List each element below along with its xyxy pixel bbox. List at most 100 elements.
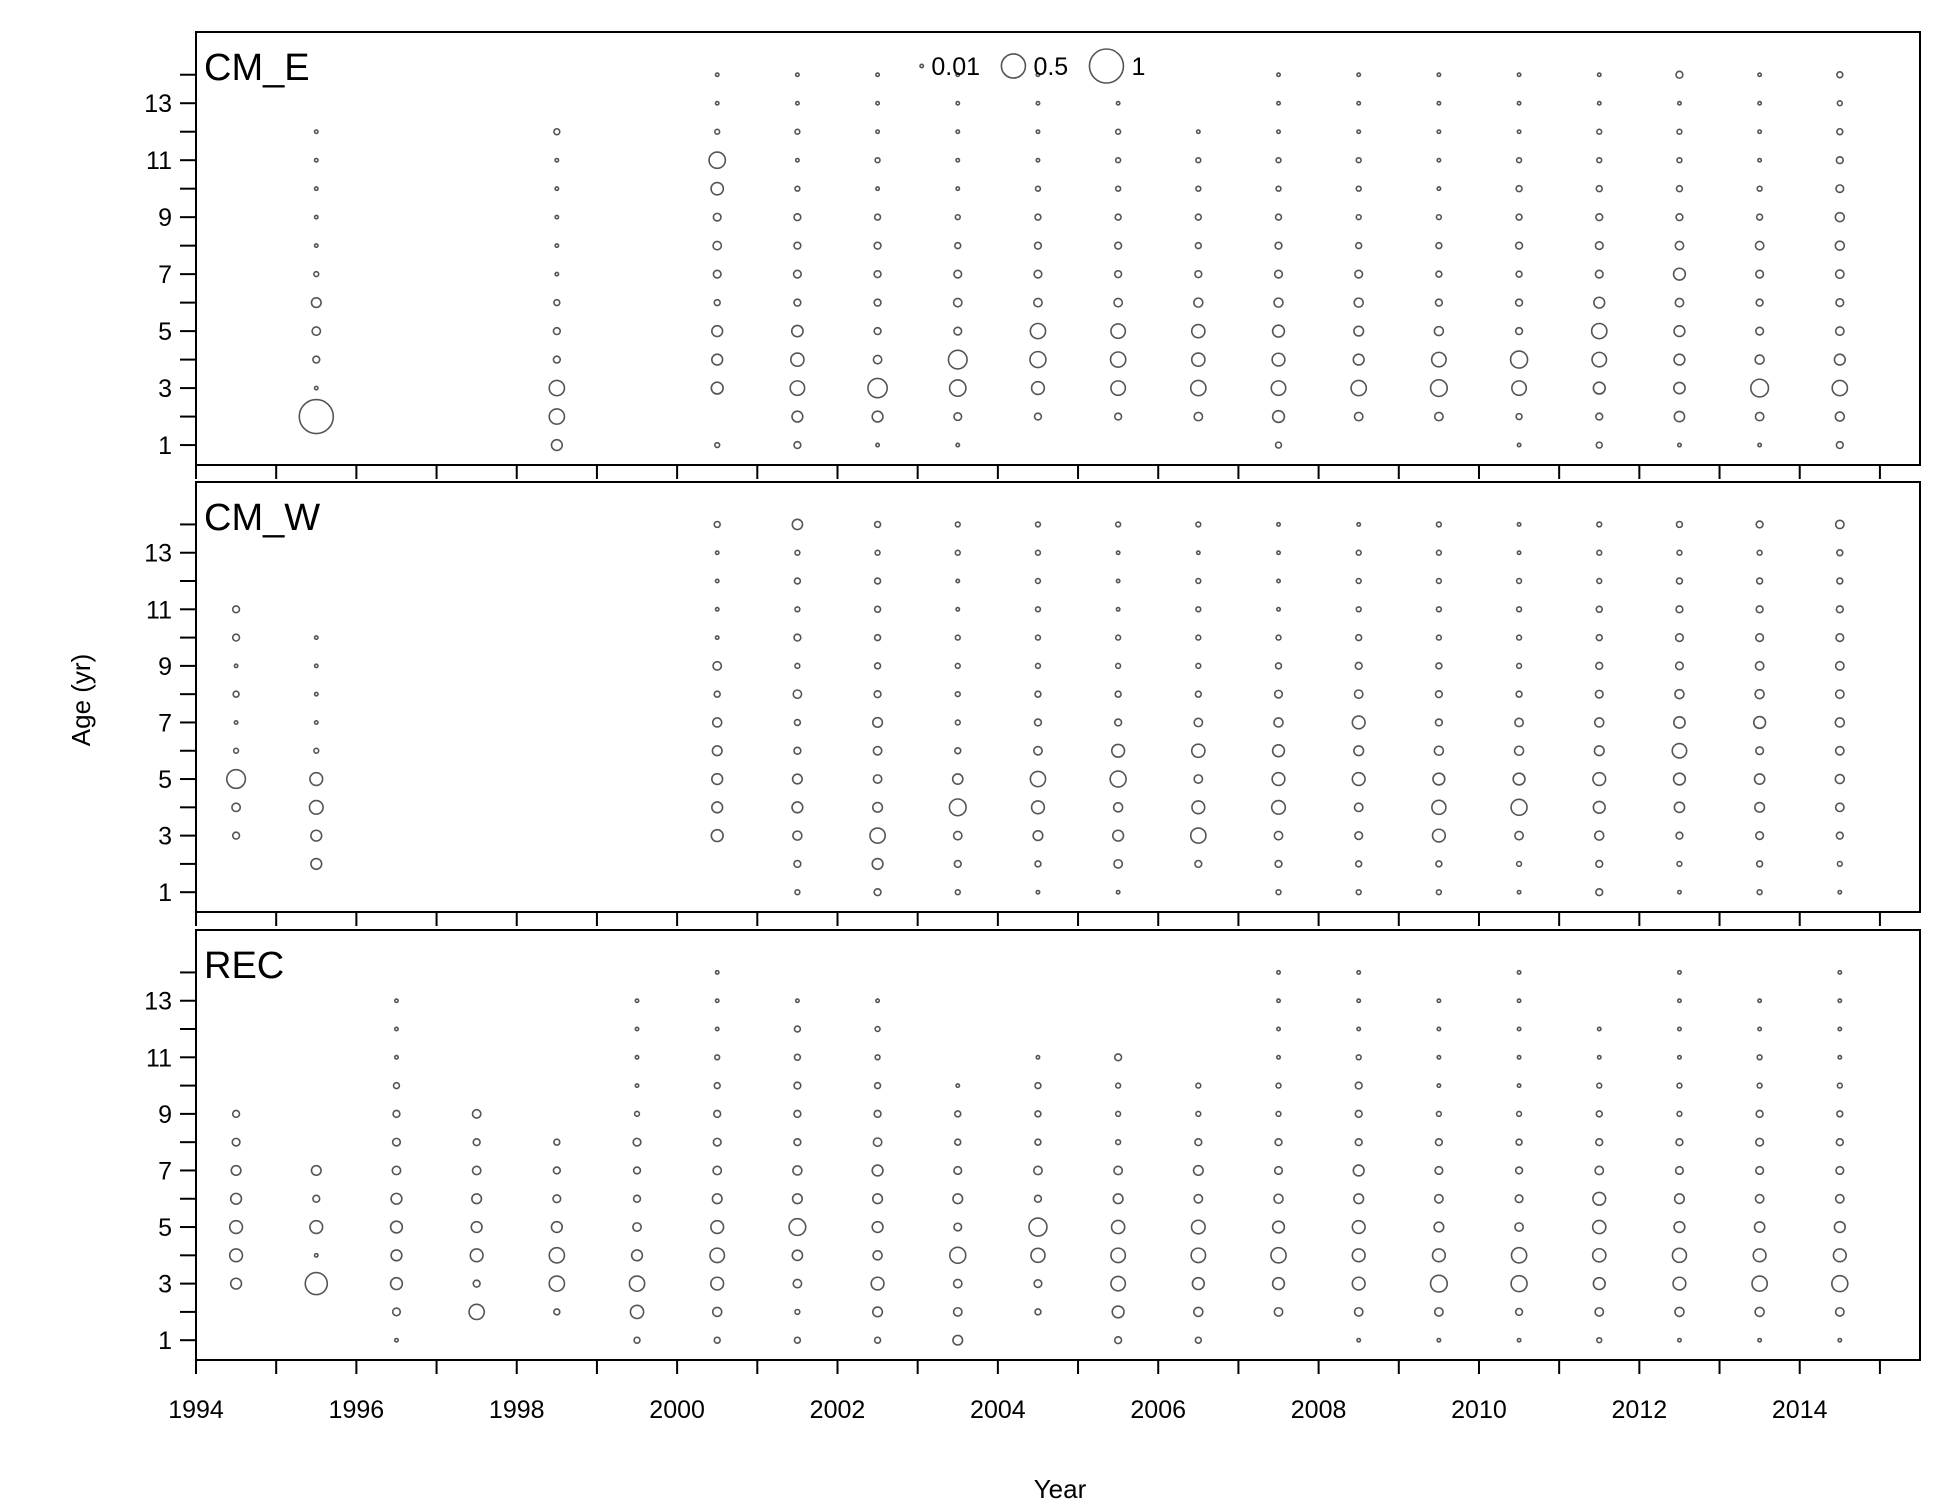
bubble	[712, 269, 722, 279]
bubble	[1114, 662, 1122, 670]
bubble	[1755, 298, 1764, 307]
bubble	[1270, 380, 1287, 397]
bubble	[1433, 325, 1445, 337]
bubble	[1673, 1193, 1686, 1205]
bubble	[1835, 605, 1845, 614]
bubble	[1434, 718, 1444, 727]
bubble	[393, 1026, 399, 1032]
bubble	[1035, 72, 1041, 78]
bubble	[1675, 1137, 1684, 1147]
bubble	[1035, 889, 1041, 895]
bubble	[1595, 605, 1604, 614]
bubble	[1595, 661, 1604, 671]
bubble	[1274, 662, 1283, 670]
x-tick-label: 1996	[329, 1396, 385, 1424]
bubble	[793, 859, 802, 869]
bubble	[1673, 1220, 1686, 1234]
bubble	[1353, 745, 1365, 757]
bubble	[1436, 129, 1442, 135]
bubble	[1592, 800, 1606, 815]
bubble	[633, 1110, 641, 1118]
bubble	[710, 1276, 725, 1291]
bubble	[1274, 213, 1283, 221]
bubble	[548, 379, 566, 397]
bubble	[390, 1192, 403, 1205]
bubble	[1754, 688, 1765, 700]
bubble	[1190, 1247, 1207, 1264]
bubble	[714, 128, 721, 135]
bubble	[1273, 830, 1284, 841]
bubble	[1436, 1054, 1442, 1060]
bubble	[1275, 1110, 1282, 1118]
bubble	[711, 801, 724, 814]
bubble	[1836, 1110, 1844, 1118]
bubble	[1836, 577, 1844, 585]
bubble	[1115, 550, 1121, 556]
bubble	[1836, 548, 1844, 557]
bubble	[1431, 799, 1447, 816]
bubble	[952, 830, 963, 841]
bubble	[1757, 100, 1763, 106]
bubble	[874, 1054, 881, 1061]
bubble	[1837, 889, 1843, 895]
bubble	[1115, 578, 1121, 584]
bubble	[714, 1054, 721, 1061]
bubble	[872, 774, 883, 785]
bubble	[1114, 521, 1122, 528]
bubble	[554, 271, 560, 277]
y-tick-label: 11	[146, 596, 172, 624]
bubble	[1194, 1137, 1203, 1147]
bubble	[313, 129, 319, 135]
bubble	[714, 969, 720, 975]
bubble	[1113, 1053, 1123, 1062]
bubble	[1676, 100, 1682, 106]
bubble	[1355, 1054, 1362, 1061]
bubble	[1516, 442, 1522, 448]
bubble	[1834, 269, 1845, 280]
bubble	[1516, 129, 1522, 135]
bubble	[1836, 127, 1844, 136]
bubble	[1837, 998, 1843, 1004]
x-tick-label: 2000	[649, 1396, 705, 1424]
panel-title: CM_W	[204, 497, 320, 539]
bubble	[1516, 998, 1522, 1004]
bubble	[312, 1194, 321, 1203]
bubble	[232, 747, 240, 754]
bubble	[1029, 322, 1047, 340]
bubble	[793, 298, 802, 307]
bubble	[389, 1276, 404, 1291]
bubble	[794, 549, 801, 556]
bubble	[873, 1336, 882, 1344]
bubble	[1352, 353, 1365, 366]
bubble	[471, 1165, 482, 1176]
bubble	[1355, 549, 1362, 556]
bubble	[710, 1219, 725, 1235]
bubble	[1596, 128, 1603, 135]
bubble	[1514, 1307, 1524, 1317]
bubble	[1595, 1137, 1604, 1147]
bubble	[1035, 1054, 1041, 1060]
bubble	[1676, 1026, 1682, 1032]
bubble	[1028, 1217, 1048, 1237]
x-tick-label: 2010	[1451, 1396, 1507, 1424]
bubble	[1034, 690, 1042, 698]
y-tick-label: 5	[158, 1214, 172, 1242]
bubble	[1756, 1054, 1763, 1061]
bubble	[389, 1220, 404, 1234]
bubble	[1516, 1083, 1522, 1089]
bubble	[1515, 213, 1523, 221]
bubble	[313, 385, 319, 391]
bubble	[1595, 887, 1604, 897]
bubble	[710, 181, 725, 196]
bubble	[1356, 72, 1362, 78]
bubble	[1435, 860, 1443, 868]
bubble	[1834, 745, 1845, 756]
bubble	[1354, 831, 1364, 841]
bubble	[955, 129, 961, 135]
bubble	[1590, 322, 1608, 340]
bubble	[1676, 860, 1683, 868]
bubble	[874, 1025, 881, 1033]
bubble	[1271, 1220, 1286, 1234]
bubble	[874, 156, 881, 164]
